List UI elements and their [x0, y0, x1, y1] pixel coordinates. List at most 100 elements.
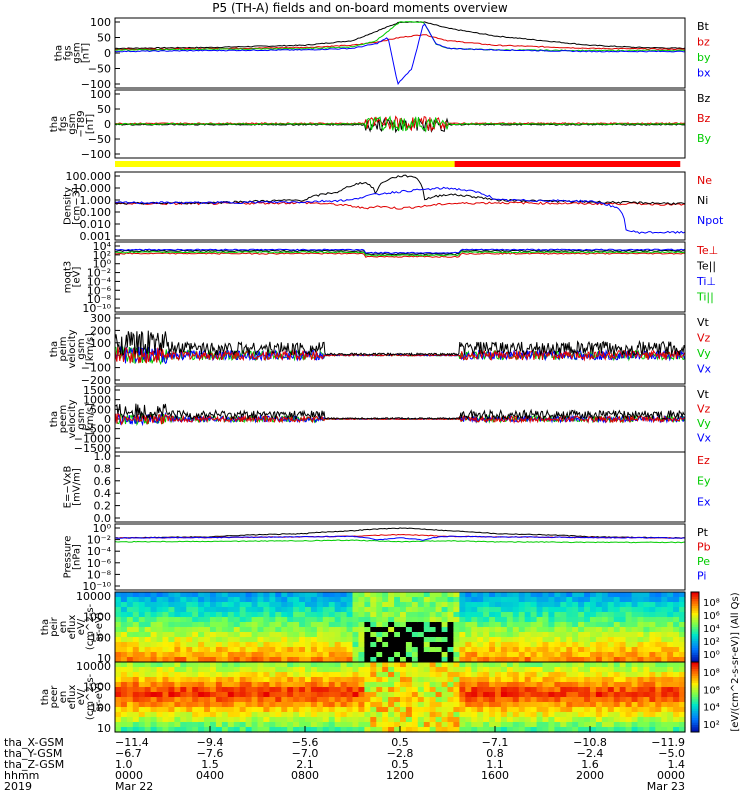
spectro-cell	[631, 657, 639, 663]
spectro-cell	[643, 612, 650, 618]
spectro-cell	[400, 692, 407, 698]
spectro-cell	[429, 632, 437, 638]
spectro-cell	[251, 622, 259, 628]
spectro-cell	[115, 632, 122, 638]
spectro-cell	[542, 692, 549, 698]
spectro-cell	[631, 652, 639, 658]
spectro-cell	[649, 727, 656, 733]
spectro-cell	[352, 712, 359, 718]
spectro-cell	[411, 722, 419, 728]
spectro-cell	[607, 592, 615, 598]
spectro-cell	[536, 702, 544, 708]
spectro-cell	[275, 657, 282, 663]
spectro-cell	[435, 622, 443, 628]
spectro-cell	[115, 622, 122, 628]
spectro-cell	[210, 657, 217, 663]
spectro-cell	[483, 702, 490, 708]
colorbar-tick: 10⁸	[703, 598, 720, 609]
spectro-cell	[679, 692, 686, 698]
spectro-cell	[376, 702, 383, 708]
spectro-cell	[542, 617, 549, 623]
spectro-cell	[405, 647, 413, 653]
spectro-cell	[613, 662, 621, 668]
spectro-cell	[144, 662, 152, 668]
spectro-cell	[500, 597, 508, 603]
spectro-cell	[441, 692, 449, 698]
spectro-cell	[530, 647, 538, 653]
spectro-cell	[257, 632, 264, 638]
spectro-cell	[613, 602, 621, 608]
xaxis-value: 2000	[576, 769, 604, 782]
spectro-cell	[524, 662, 532, 668]
spectro-cell	[400, 672, 407, 678]
spectro-cell	[613, 722, 621, 728]
spectro-cell	[417, 697, 425, 703]
spectro-cell	[281, 647, 288, 653]
spectro-cell	[364, 697, 371, 703]
spectro-cell	[293, 702, 300, 708]
spectro-cell	[144, 672, 152, 678]
spectro-cell	[310, 627, 318, 633]
spectro-cell	[233, 727, 241, 733]
spectro-cell	[144, 727, 152, 733]
spectro-cell	[489, 717, 496, 723]
spectro-cell	[572, 612, 579, 618]
spectro-cell	[518, 632, 526, 638]
spectro-cell	[542, 687, 549, 693]
spectro-cell	[287, 602, 294, 608]
spectro-cell	[649, 637, 656, 643]
spectro-cell	[625, 727, 633, 733]
spectro-cell	[483, 712, 490, 718]
spectro-cell	[305, 682, 312, 688]
spectro-cell	[625, 637, 633, 643]
spectro-cell	[679, 672, 686, 678]
spectro-cell	[524, 592, 532, 598]
spectro-cell	[382, 662, 389, 668]
spectro-cell	[299, 652, 306, 658]
spectro-cell	[376, 677, 383, 683]
spectro-cell	[263, 647, 270, 653]
spectro-cell	[655, 702, 662, 708]
spectro-cell	[578, 717, 585, 723]
spectro-cell	[584, 722, 591, 728]
spectro-cell	[560, 642, 567, 648]
spectro-cell	[465, 602, 472, 608]
spectro-cell	[548, 632, 555, 638]
spectro-cell	[210, 647, 217, 653]
spectro-cell	[192, 592, 199, 598]
spectro-cell	[388, 707, 395, 713]
spectro-cell	[601, 707, 609, 713]
spectro-cell	[655, 697, 662, 703]
spectro-cell	[572, 697, 579, 703]
spectro-cell	[560, 647, 567, 653]
spectro-cell	[566, 632, 573, 638]
legend-vt: Vt	[697, 316, 710, 329]
spectro-cell	[447, 657, 454, 663]
spectro-cell	[144, 692, 152, 698]
spectro-cell	[115, 672, 122, 678]
spectro-cell	[388, 637, 395, 643]
spectro-cell	[595, 682, 603, 688]
colorbar-cell	[691, 634, 699, 637]
spectro-cell	[536, 637, 544, 643]
spectro-cell	[334, 727, 342, 733]
spectro-cell	[328, 727, 336, 733]
spectro-cell	[536, 667, 544, 673]
spectro-cell	[144, 697, 152, 703]
spectro-cell	[601, 627, 609, 633]
spectro-cell	[637, 627, 644, 633]
spectro-cell	[316, 712, 324, 718]
spectro-cell	[263, 707, 270, 713]
spectro-cell	[293, 682, 300, 688]
spectro-cell	[548, 662, 555, 668]
spectro-cell	[376, 727, 383, 733]
spectro-cell	[198, 652, 205, 658]
spectro-cell	[548, 722, 555, 728]
spectro-cell	[263, 692, 270, 698]
spectro-cell	[595, 692, 603, 698]
spectro-cell	[174, 612, 181, 618]
spectro-cell	[441, 687, 449, 693]
spectro-cell	[281, 692, 288, 698]
spectro-cell	[132, 722, 140, 728]
colorbar-cell	[691, 676, 699, 679]
